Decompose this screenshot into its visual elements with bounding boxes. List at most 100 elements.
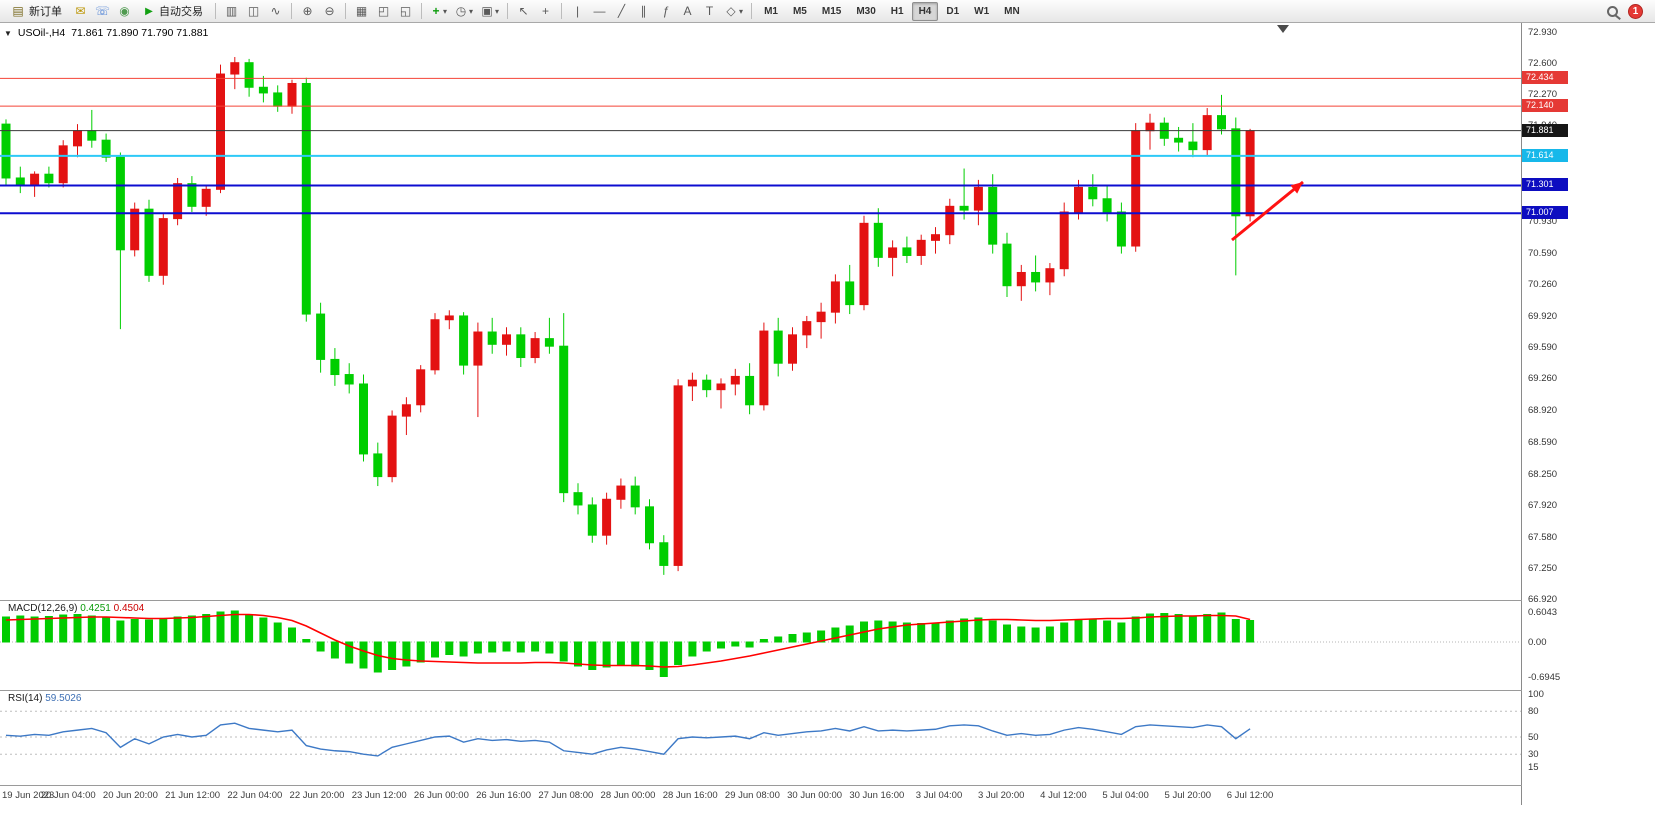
candle	[616, 478, 626, 509]
candle	[416, 365, 426, 413]
candle	[444, 310, 454, 330]
headset-icon[interactable]: ☏	[94, 4, 110, 18]
template-dropdown-button[interactable]: ▣ ▾	[477, 1, 502, 21]
candle	[1, 119, 11, 186]
rsi-axis-label: 100	[1528, 689, 1544, 700]
arrange-windows-icon[interactable]: ◱	[399, 4, 412, 18]
channel-tool-icon[interactable]: ∥	[640, 4, 647, 18]
tile-windows-icon[interactable]: ▦	[355, 4, 368, 18]
macd-bar	[1088, 618, 1097, 643]
label-tool-icon[interactable]: T	[705, 4, 714, 18]
time-axis[interactable]: 19 Jun 2023 20 Jun 04:00 20 Jun 20:00 21 Ju…	[0, 788, 1521, 804]
main-price-chart[interactable]	[0, 23, 1521, 600]
candle	[788, 327, 797, 371]
macd-bar	[116, 620, 125, 643]
macd-bar	[202, 614, 211, 643]
fibonacci-tool-icon[interactable]: ƒ	[662, 4, 669, 18]
horizontal-line-tool-icon[interactable]: —	[593, 4, 606, 18]
price-tick: 72.270	[1528, 88, 1558, 100]
add-indicator-button[interactable]: + ▾	[427, 1, 450, 21]
envelope-icon[interactable]: ✉	[75, 4, 86, 18]
zoom-in-icon[interactable]: ⊕	[302, 4, 313, 18]
macd-indicator-chart[interactable]	[0, 600, 1521, 690]
timeframe-m15-button[interactable]: M15	[815, 2, 848, 21]
macd-bar	[216, 611, 225, 643]
candle	[916, 234, 926, 265]
candle	[816, 302, 826, 339]
candle	[1188, 123, 1198, 158]
macd-bar	[802, 632, 811, 643]
globe-icon[interactable]: ◉	[119, 4, 130, 18]
candle	[602, 492, 612, 545]
cursor-tool-icon[interactable]: ↖	[518, 4, 529, 18]
candle	[845, 264, 855, 315]
candlestick-chart-icon[interactable]: ◫	[247, 4, 260, 18]
time-tick: 26 Jun 00:00	[413, 790, 469, 801]
macd-bar	[159, 618, 168, 643]
candle	[15, 166, 25, 194]
shapes-tool-button[interactable]: ◇ ▾	[721, 1, 746, 21]
vertical-line-tool-icon[interactable]: |	[575, 4, 580, 18]
toolbar-separator	[215, 3, 216, 19]
macd-bar	[545, 641, 554, 654]
macd-bar	[702, 641, 711, 652]
macd-bar	[659, 641, 668, 677]
candle	[1245, 128, 1255, 222]
auto-trading-button[interactable]: ▶ 自动交易	[136, 1, 210, 21]
price-axis-separator	[1521, 23, 1522, 805]
rsi-panel-divider[interactable]	[0, 690, 1655, 691]
candle	[1031, 255, 1041, 292]
timeframe-m1-button[interactable]: M1	[757, 2, 785, 21]
macd-panel-divider[interactable]	[0, 600, 1655, 601]
candle	[759, 322, 769, 411]
price-axis[interactable]: 72.93072.60072.27071.94071.61071.28070.9…	[1522, 23, 1655, 828]
chart-shift-marker[interactable]	[1277, 25, 1289, 33]
candle	[430, 313, 440, 375]
macd-bar	[817, 630, 826, 643]
macd-bar	[16, 615, 25, 643]
time-tick: 22 Jun 04:00	[227, 790, 283, 801]
symbol-dropdown-icon[interactable]: ▼	[4, 28, 12, 38]
candle	[716, 378, 726, 409]
macd-bar	[1074, 619, 1083, 643]
time-tick: 19 Jun 2023	[2, 790, 55, 801]
zoom-out-icon[interactable]: ⊖	[324, 4, 335, 18]
line-chart-icon[interactable]: ∿	[270, 4, 281, 18]
price-tick: 67.250	[1528, 563, 1558, 575]
time-tick: 6 Jul 12:00	[1226, 790, 1274, 801]
macd-bar	[187, 615, 196, 643]
trendline-tool-icon[interactable]: ╱	[617, 4, 626, 18]
candle	[373, 442, 383, 487]
timeframe-h1-button[interactable]: H1	[884, 2, 911, 21]
period-dropdown-button[interactable]: ◷ ▾	[451, 1, 476, 21]
new-order-button[interactable]: ▤ 新订单	[4, 1, 69, 21]
candle	[959, 168, 969, 220]
text-tool-icon[interactable]: A	[683, 4, 692, 18]
timeframe-h4-button[interactable]: H4	[911, 1, 939, 21]
macd-bar	[960, 618, 969, 643]
timeframe-m5-button[interactable]: M5	[786, 2, 814, 21]
macd-bar	[831, 627, 840, 643]
macd-bar	[902, 622, 911, 643]
search-magnifier-icon[interactable]	[1607, 5, 1618, 17]
macd-bar	[230, 610, 239, 643]
macd-signal-value: 0.4504	[113, 603, 145, 614]
bar-chart-icon[interactable]: ▥	[225, 4, 238, 18]
notification-badge[interactable]: 1	[1628, 3, 1643, 19]
macd-bar	[616, 641, 625, 665]
price-tick: 69.590	[1528, 342, 1558, 354]
time-tick: 4 Jul 12:00	[1040, 790, 1087, 801]
timeframe-mn-button[interactable]: MN	[997, 2, 1027, 21]
rsi-axis-label: 30	[1528, 749, 1539, 761]
macd-bar	[1160, 613, 1169, 643]
candle	[401, 397, 411, 436]
timeframe-w1-button[interactable]: W1	[967, 2, 996, 21]
timeframe-m30-button[interactable]: M30	[849, 2, 882, 21]
cascade-windows-icon[interactable]: ◰	[377, 4, 390, 18]
crosshair-tool-icon[interactable]: +	[542, 4, 550, 18]
rsi-indicator-chart[interactable]	[0, 690, 1521, 785]
time-tick: 5 Jul 04:00	[1102, 790, 1149, 801]
timeframe-d1-button[interactable]: D1	[939, 2, 966, 21]
trend-arrow-annotation[interactable]	[1231, 180, 1304, 242]
